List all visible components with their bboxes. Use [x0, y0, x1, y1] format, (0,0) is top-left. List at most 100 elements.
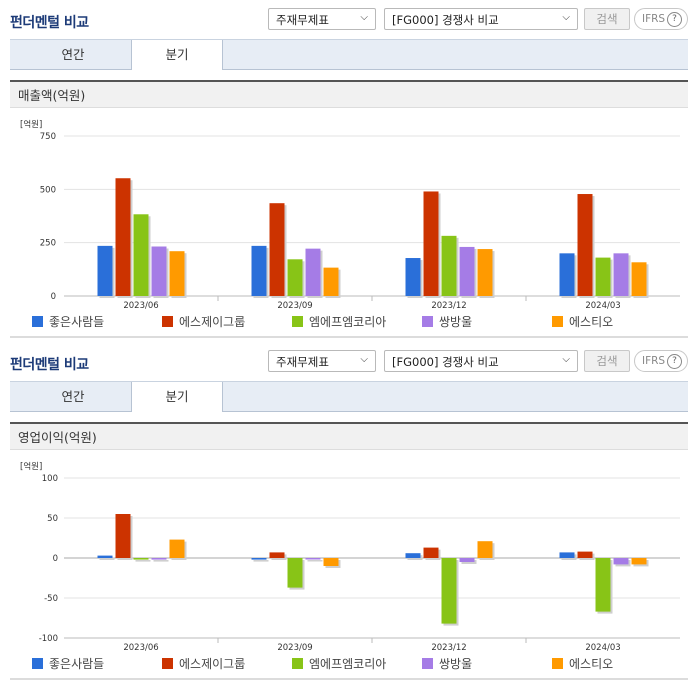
- divider: [10, 336, 688, 338]
- compare-select-value: [FG000] 경쟁사 비교: [392, 13, 499, 27]
- statement-select-value: 주재무제표: [276, 13, 329, 27]
- bar-3-3: [613, 558, 629, 565]
- legend-swatch: [162, 658, 173, 669]
- bar-1-3: [577, 551, 593, 558]
- statement-select[interactable]: 주재무제표 ⌵: [268, 8, 376, 30]
- chart-title: 매출액(억원): [10, 80, 688, 108]
- statement-select-value: 주재무제표: [276, 355, 329, 369]
- x-tick-label: 2023/12: [431, 301, 466, 311]
- tab-annual[interactable]: 연간: [61, 47, 85, 62]
- legend-item: 에스티오: [552, 313, 613, 330]
- tab-quarterly[interactable]: 분기: [131, 40, 223, 70]
- bar-3-0: [151, 558, 167, 560]
- legend-swatch: [552, 316, 563, 327]
- tab-annual[interactable]: 연간: [61, 389, 85, 404]
- bar-3-2: [459, 246, 475, 296]
- legend-swatch: [32, 316, 43, 327]
- bar-1-0: [115, 514, 131, 558]
- legend-swatch: [552, 658, 563, 669]
- bar-2-3: [595, 558, 611, 612]
- ifrs-help-button[interactable]: IFRS ?: [634, 350, 688, 372]
- legend-item: 엠에프엠코리아: [292, 655, 386, 672]
- legend-item: 좋은사람들: [32, 655, 104, 672]
- unit-label: [억원]: [20, 462, 43, 472]
- search-button[interactable]: 검색: [584, 8, 630, 30]
- legend-swatch: [162, 316, 173, 327]
- legend-label: 에스티오: [569, 315, 614, 329]
- x-tick-label: 2023/06: [123, 643, 158, 653]
- y-tick-label: 750: [40, 132, 56, 142]
- period-tabs: 연간 분기: [10, 39, 688, 70]
- chevron-down-icon: ⌵: [360, 12, 368, 23]
- x-tick-label: 2023/06: [123, 301, 158, 311]
- y-tick-label: 500: [40, 185, 56, 195]
- bar-1-2: [423, 191, 439, 296]
- legend-swatch: [422, 316, 433, 327]
- ifrs-label: IFRS: [642, 355, 666, 367]
- bar-3-2: [459, 558, 475, 562]
- y-tick-label: -50: [44, 594, 58, 604]
- bar-1-2: [423, 547, 439, 558]
- period-tabs: 연간 분기: [10, 381, 688, 412]
- bar-1-1: [269, 203, 285, 296]
- operating-profit-panel: 펀더멘털 비교 주재무제표 ⌵ [FG000] 경쟁사 비교 ⌵ 검색 IFRS…: [0, 342, 696, 684]
- legend-label: 엠에프엠코리아: [309, 657, 387, 671]
- bar-3-1: [305, 248, 321, 296]
- x-tick-label: 2023/09: [277, 301, 312, 311]
- section-title: 펀더멘털 비교: [10, 357, 89, 373]
- bar-4-1: [323, 267, 339, 296]
- legend-item: 에스티오: [552, 655, 613, 672]
- search-button[interactable]: 검색: [584, 350, 630, 372]
- legend-item: 좋은사람들: [32, 313, 104, 330]
- legend-label: 엠에프엠코리아: [309, 315, 387, 329]
- bar-4-2: [477, 249, 493, 296]
- y-tick-label: 50: [47, 514, 58, 524]
- bar-4-3: [631, 262, 647, 296]
- legend-label: 쌍방울: [439, 657, 473, 671]
- compare-select[interactable]: [FG000] 경쟁사 비교 ⌵: [384, 350, 578, 372]
- legend-label: 에스제이그룹: [179, 657, 246, 671]
- bar-3-3: [613, 253, 629, 296]
- y-tick-label: -100: [39, 634, 58, 644]
- statement-select[interactable]: 주재무제표 ⌵: [268, 350, 376, 372]
- bar-1-3: [577, 194, 593, 296]
- y-tick-label: 0: [51, 292, 56, 302]
- legend-item: 엠에프엠코리아: [292, 313, 386, 330]
- tab-quarterly[interactable]: 분기: [131, 382, 223, 412]
- chart-title: 영업이익(억원): [10, 422, 688, 450]
- y-tick-label: 250: [40, 239, 56, 249]
- bar-shadow: [153, 560, 169, 562]
- bar-2-0: [133, 558, 149, 560]
- bar-shadow: [253, 560, 269, 562]
- bar-1-1: [269, 552, 285, 558]
- bar-2-2: [441, 558, 457, 624]
- compare-select[interactable]: [FG000] 경쟁사 비교 ⌵: [384, 8, 578, 30]
- ifrs-help-button[interactable]: IFRS ?: [634, 8, 688, 30]
- bar-4-0: [169, 539, 185, 558]
- compare-select-value: [FG000] 경쟁사 비교: [392, 355, 499, 369]
- help-icon: ?: [667, 12, 682, 27]
- bar-2-3: [595, 257, 611, 296]
- bar-shadow: [307, 560, 323, 562]
- revenue-chart: 0 250 500 750 2023/06 2023/09 2023/12 2024/03: [40, 132, 680, 311]
- legend-label: 좋은사람들: [49, 315, 105, 329]
- y-tick-label: 100: [42, 474, 58, 484]
- operating-profit-chart: -100 -50 0 50 100 2023/06 2023/09 2023/12 2024/0…: [39, 474, 680, 653]
- bar-0-1: [251, 558, 267, 560]
- revenue-panel: 펀더멘털 비교 주재무제표 ⌵ [FG000] 경쟁사 비교 ⌵ 검색 IFRS…: [10, 8, 688, 338]
- legend-item: 쌍방울: [422, 655, 472, 672]
- legend-swatch: [422, 658, 433, 669]
- bar-0-0: [97, 245, 113, 296]
- y-tick-label: 0: [53, 554, 58, 564]
- legend-label: 좋은사람들: [49, 657, 105, 671]
- bar-3-1: [305, 558, 321, 560]
- x-tick-label: 2023/12: [431, 643, 466, 653]
- legend-swatch: [292, 316, 303, 327]
- bar-2-1: [287, 558, 303, 588]
- bar-4-0: [169, 251, 185, 296]
- chart-legend: 좋은사람들 에스제이그룹 엠에프엠코리아 쌍방울 에스티오: [32, 655, 672, 671]
- unit-label: [억원]: [20, 120, 43, 130]
- bar-shadow: [135, 560, 151, 562]
- divider: [10, 678, 688, 680]
- section-title: 펀더멘털 비교: [10, 15, 89, 31]
